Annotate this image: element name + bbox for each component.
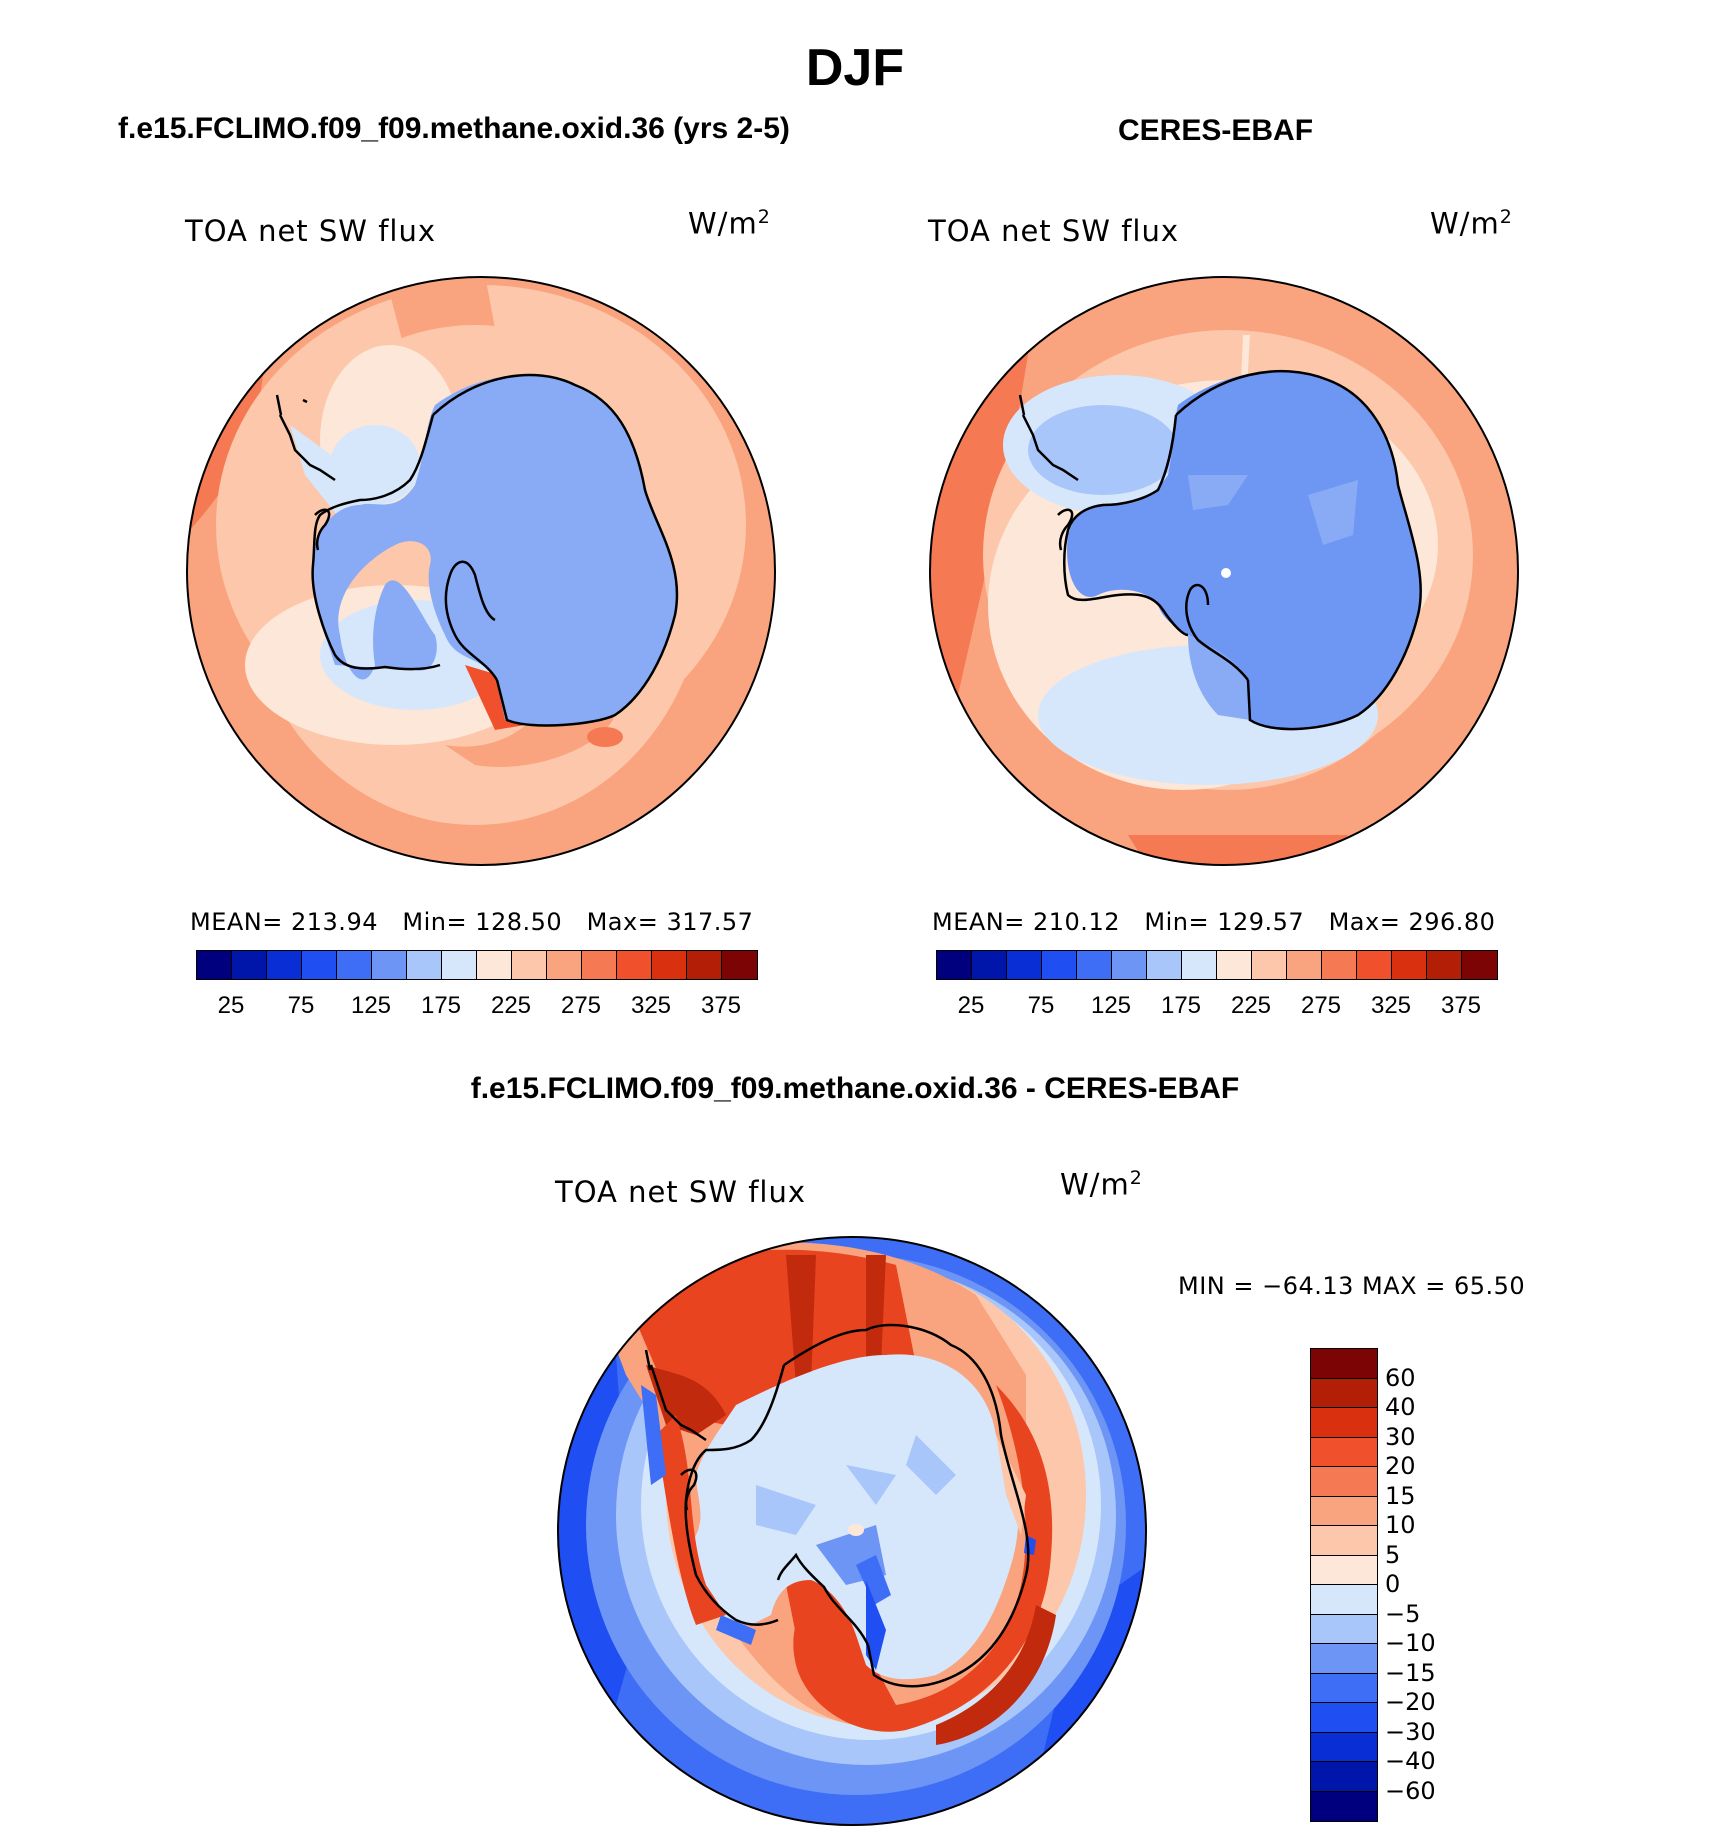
model-colorbar-box-13 bbox=[652, 951, 687, 979]
obs-variable-label: TOA net SW flux bbox=[928, 214, 1180, 248]
diff-colorbar-tick-0: 60 bbox=[1385, 1363, 1416, 1392]
obs-colorbar-box-13 bbox=[1392, 951, 1427, 979]
diff-colorbar-tick-10: −15 bbox=[1385, 1658, 1436, 1687]
model-colorbar-box-9 bbox=[512, 951, 547, 979]
model-colorbar-tick-6: 325 bbox=[630, 992, 672, 1019]
obs-colorbar-tick-3: 175 bbox=[1160, 992, 1202, 1019]
diff-colorbar-box-7 bbox=[1311, 1555, 1377, 1585]
diff-colorbar-box-8 bbox=[1311, 1585, 1377, 1615]
model-panel-title: f.e15.FCLIMO.f09_f09.methane.oxid.36 (yr… bbox=[118, 112, 790, 145]
obs-colorbar-tick-1: 75 bbox=[1027, 992, 1055, 1019]
model-colorbar-box-6 bbox=[407, 951, 442, 979]
diff-colorbar-box-9 bbox=[1311, 1614, 1377, 1644]
model-colorbar-tick-4: 225 bbox=[490, 992, 532, 1019]
diff-colorbar-tick-1: 40 bbox=[1385, 1393, 1416, 1421]
diff-units-label: W/m2 bbox=[1060, 1167, 1143, 1202]
diff-colorbar-box-2 bbox=[1311, 1408, 1377, 1438]
diff-colorbar-tick-12: −30 bbox=[1385, 1717, 1436, 1746]
model-colorbar-box-12 bbox=[617, 951, 652, 979]
obs-colorbar-box-3 bbox=[1042, 951, 1077, 979]
model-colorbar-box-11 bbox=[582, 951, 617, 979]
diff-polar-map bbox=[557, 1236, 1147, 1826]
obs-colorbar bbox=[936, 950, 1498, 980]
model-stats: MEAN= 213.94 Min= 128.50 Max= 317.57 bbox=[190, 908, 754, 936]
obs-colorbar-tick-6: 325 bbox=[1370, 992, 1412, 1019]
model-colorbar-box-8 bbox=[477, 951, 512, 979]
diff-panel-title: f.e15.FCLIMO.f09_f09.methane.oxid.36 - C… bbox=[470, 1072, 1240, 1105]
obs-stats: MEAN= 210.12 Min= 129.57 Max= 296.80 bbox=[932, 908, 1496, 936]
diff-colorbar bbox=[1310, 1348, 1378, 1822]
model-colorbar-tick-3: 175 bbox=[420, 992, 462, 1019]
diff-colorbar-box-0 bbox=[1311, 1349, 1377, 1379]
obs-colorbar-tick-7: 375 bbox=[1440, 992, 1482, 1019]
model-colorbar-box-0 bbox=[197, 951, 232, 979]
diff-colorbar-tick-6: 5 bbox=[1385, 1540, 1401, 1569]
diff-variable-label: TOA net SW flux bbox=[555, 1175, 807, 1209]
model-polar-map bbox=[186, 276, 776, 866]
diff-colorbar-tick-9: −10 bbox=[1385, 1629, 1436, 1657]
diff-colorbar-box-12 bbox=[1311, 1703, 1377, 1733]
obs-polar-map bbox=[929, 276, 1519, 866]
model-colorbar bbox=[196, 950, 758, 980]
model-colorbar-box-4 bbox=[337, 951, 372, 979]
diff-colorbar-box-5 bbox=[1311, 1496, 1377, 1526]
obs-colorbar-box-6 bbox=[1147, 951, 1182, 979]
model-colorbar-box-5 bbox=[372, 951, 407, 979]
model-colorbar-tick-2: 125 bbox=[350, 992, 392, 1019]
diff-colorbar-tick-3: 20 bbox=[1385, 1452, 1416, 1480]
obs-colorbar-tick-0: 25 bbox=[957, 992, 985, 1019]
obs-colorbar-box-12 bbox=[1357, 951, 1392, 979]
model-colorbar-box-7 bbox=[442, 951, 477, 979]
model-colorbar-box-2 bbox=[267, 951, 302, 979]
diff-colorbar-tick-2: 30 bbox=[1385, 1422, 1416, 1451]
obs-colorbar-box-11 bbox=[1322, 951, 1357, 979]
diff-colorbar-tick-13: −40 bbox=[1385, 1747, 1436, 1775]
diff-colorbar-box-6 bbox=[1311, 1526, 1377, 1556]
page-title: DJF bbox=[805, 39, 905, 97]
model-colorbar-tick-0: 25 bbox=[217, 992, 245, 1019]
diff-colorbar-box-10 bbox=[1311, 1644, 1377, 1674]
obs-panel-title: CERES-EBAF bbox=[1118, 114, 1314, 147]
model-colorbar-box-10 bbox=[547, 951, 582, 979]
diff-colorbar-tick-8: −5 bbox=[1385, 1599, 1421, 1628]
diff-colorbar-tick-7: 0 bbox=[1385, 1570, 1401, 1598]
model-colorbar-tick-1: 75 bbox=[287, 992, 315, 1019]
model-colorbar-tick-5: 275 bbox=[560, 992, 602, 1019]
model-units-label: W/m2 bbox=[688, 206, 771, 241]
obs-colorbar-box-4 bbox=[1077, 951, 1112, 979]
obs-colorbar-box-9 bbox=[1252, 951, 1287, 979]
model-colorbar-box-15 bbox=[722, 951, 757, 979]
obs-colorbar-tick-2: 125 bbox=[1090, 992, 1132, 1019]
obs-colorbar-box-1 bbox=[972, 951, 1007, 979]
diff-minmax-label: MIN = −64.13 MAX = 65.50 bbox=[1178, 1272, 1526, 1300]
diff-colorbar-box-14 bbox=[1311, 1762, 1377, 1792]
diff-colorbar-box-4 bbox=[1311, 1467, 1377, 1497]
diff-colorbar-tick-4: 15 bbox=[1385, 1481, 1416, 1510]
diff-colorbar-box-3 bbox=[1311, 1437, 1377, 1467]
diff-colorbar-box-13 bbox=[1311, 1732, 1377, 1762]
diff-colorbar-box-1 bbox=[1311, 1378, 1377, 1408]
obs-colorbar-box-15 bbox=[1462, 951, 1497, 979]
obs-colorbar-box-7 bbox=[1182, 951, 1217, 979]
model-colorbar-box-3 bbox=[302, 951, 337, 979]
diff-colorbar-tick-5: 10 bbox=[1385, 1511, 1416, 1539]
obs-colorbar-box-8 bbox=[1217, 951, 1252, 979]
obs-colorbar-tick-5: 275 bbox=[1300, 992, 1342, 1019]
diff-colorbar-tick-14: −60 bbox=[1385, 1776, 1436, 1805]
obs-colorbar-box-14 bbox=[1427, 951, 1462, 979]
diff-colorbar-box-11 bbox=[1311, 1673, 1377, 1703]
obs-colorbar-box-10 bbox=[1287, 951, 1322, 979]
obs-colorbar-tick-4: 225 bbox=[1230, 992, 1272, 1019]
obs-units-label: W/m2 bbox=[1430, 206, 1513, 241]
model-variable-label: TOA net SW flux bbox=[185, 214, 437, 248]
model-colorbar-tick-7: 375 bbox=[700, 992, 742, 1019]
diff-colorbar-box-15 bbox=[1311, 1791, 1377, 1821]
obs-colorbar-box-2 bbox=[1007, 951, 1042, 979]
model-colorbar-box-1 bbox=[232, 951, 267, 979]
obs-colorbar-box-0 bbox=[937, 951, 972, 979]
model-colorbar-box-14 bbox=[687, 951, 722, 979]
obs-colorbar-box-5 bbox=[1112, 951, 1147, 979]
diff-colorbar-tick-11: −20 bbox=[1385, 1688, 1436, 1716]
